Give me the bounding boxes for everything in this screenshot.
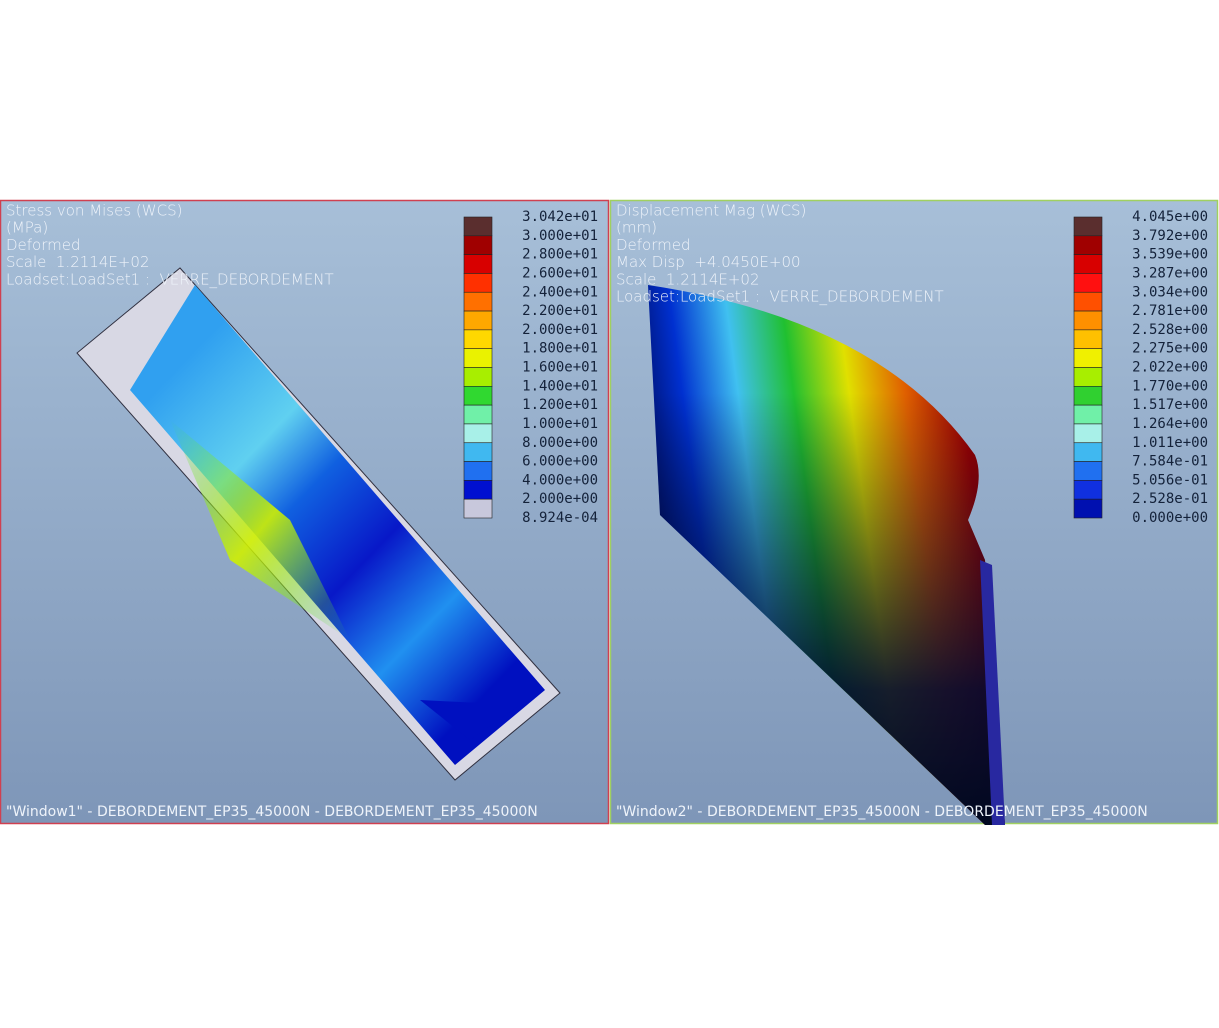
legend-label: 5.056e-01 [1132,472,1208,488]
legend-swatch [1073,480,1103,500]
legend-swatch [1073,348,1103,368]
legend-label: 2.400e+01 [522,284,598,300]
header-line: Deformed [616,236,691,254]
legend-swatch [1073,291,1103,312]
legend-label: 3.539e+00 [1132,247,1208,263]
window-footer: "Window2" - DEBORDEMENT_EP35_45000N - DE… [616,804,1148,820]
legend-label: 3.000e+01 [522,228,598,244]
legend-swatch [463,423,493,444]
legend-swatch [1073,367,1103,387]
displacement-model [648,285,1005,825]
legend-swatch [463,291,493,312]
window-footer: "Window1" - DEBORDEMENT_EP35_45000N - DE… [6,804,538,820]
header-line: Scale 1.2114E+02 [6,253,150,271]
header-line: Loadset:LoadSet1 : VERRE_DEBORDEMENT [616,288,944,306]
legend-swatch [1073,254,1103,274]
legend-label: 1.400e+01 [522,378,598,394]
legend-label: 2.781e+00 [1132,303,1208,319]
legend-label: 8.924e-04 [522,510,598,526]
legend-label: 3.287e+00 [1132,265,1208,281]
legend-label: 3.042e+01 [522,209,598,225]
legend-label: 1.000e+01 [522,416,598,432]
legend-swatch [1073,329,1103,349]
header-line: Max Disp +4.0450E+00 [616,253,801,271]
legend-label: 2.000e+01 [522,322,598,338]
legend-label: 3.034e+00 [1132,284,1208,300]
plate-model [76,267,561,781]
legend-label: 7.584e-01 [1132,454,1208,470]
legend-swatch [463,310,493,331]
legend-label: 2.275e+00 [1132,341,1208,357]
legend-label: 1.011e+00 [1132,435,1208,451]
legend-swatch [463,329,493,349]
overlay: Stress von Mises (WCS)(MPa)DeformedScale… [6,202,1208,821]
legend-swatch [463,480,493,500]
legend-label: 1.770e+00 [1132,378,1208,394]
legend-swatch [463,254,493,274]
legend-label: 2.600e+01 [522,265,598,281]
header-line: Loadset:LoadSet1 : VERRE_DEBORDEMENT [6,270,334,288]
legend-label: 1.600e+01 [522,360,598,376]
legend-swatch [1073,310,1103,331]
legend-label: 2.022e+00 [1132,360,1208,376]
legend-label: 1.800e+01 [522,341,598,357]
legend-label: 0.000e+00 [1132,510,1208,526]
legend-swatch [1073,498,1103,519]
legend-swatch [1073,423,1103,444]
legend-swatch [1073,235,1103,255]
legend-label: 2.800e+01 [522,247,598,263]
legend-swatch [463,461,493,481]
legend-label: 6.000e+00 [522,454,598,470]
legend-label: 3.792e+00 [1132,228,1208,244]
legend-label: 2.528e+00 [1132,322,1208,338]
legend-swatch [463,367,493,387]
legend-swatch [463,348,493,368]
legend-label: 1.200e+01 [522,397,598,413]
legend-swatch [463,498,493,519]
legend-label: 2.000e+00 [522,491,598,507]
legend-label: 8.000e+00 [522,435,598,451]
legend-swatch [1073,273,1103,293]
legend-label: 1.264e+00 [1132,416,1208,432]
legend-swatch [463,216,493,237]
legend-swatch [1073,386,1103,406]
header-line: Scale 1.2114E+02 [616,270,760,288]
legend-label: 2.200e+01 [522,303,598,319]
legend-label: 4.045e+00 [1132,209,1208,225]
header-line: Deformed [6,236,81,254]
legend-label: 1.517e+00 [1132,397,1208,413]
header-line: (mm) [616,219,657,237]
legend-swatch [1073,461,1103,481]
legend-swatch [463,386,493,406]
legend-swatch [1073,404,1103,425]
legend-label: 4.000e+00 [522,472,598,488]
legend-swatch [1073,216,1103,237]
legend-swatch [463,404,493,425]
legend-label: 2.528e-01 [1132,491,1208,507]
header-line: Stress von Mises (WCS) [6,202,182,220]
legend-swatch [463,235,493,255]
legend-swatch [463,442,493,462]
legend-swatch [463,273,493,293]
legend-swatch [1073,442,1103,462]
header-line: (MPa) [6,219,48,237]
header-line: Displacement Mag (WCS) [616,202,806,220]
